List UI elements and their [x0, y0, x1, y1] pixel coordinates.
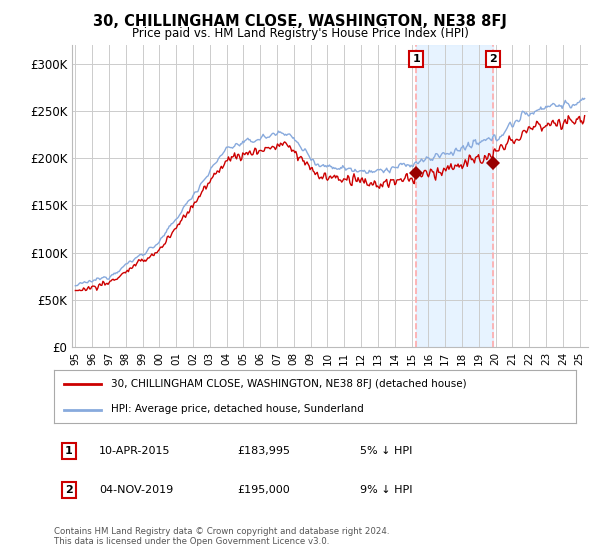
Text: 1: 1 [65, 446, 73, 456]
Text: Contains HM Land Registry data © Crown copyright and database right 2024.
This d: Contains HM Land Registry data © Crown c… [54, 526, 389, 546]
Text: £195,000: £195,000 [237, 485, 290, 495]
Text: 9% ↓ HPI: 9% ↓ HPI [360, 485, 413, 495]
Text: 04-NOV-2019: 04-NOV-2019 [99, 485, 173, 495]
Text: £183,995: £183,995 [237, 446, 290, 456]
Text: 2: 2 [489, 54, 497, 64]
Text: 5% ↓ HPI: 5% ↓ HPI [360, 446, 412, 456]
Text: 10-APR-2015: 10-APR-2015 [99, 446, 170, 456]
Text: 30, CHILLINGHAM CLOSE, WASHINGTON, NE38 8FJ: 30, CHILLINGHAM CLOSE, WASHINGTON, NE38 … [93, 14, 507, 29]
Bar [416, 45, 493, 347]
Text: 30, CHILLINGHAM CLOSE, WASHINGTON, NE38 8FJ (detached house): 30, CHILLINGHAM CLOSE, WASHINGTON, NE38 … [112, 380, 467, 390]
Text: HPI: Average price, detached house, Sunderland: HPI: Average price, detached house, Sund… [112, 404, 364, 414]
Text: 2: 2 [65, 485, 73, 495]
Text: 1: 1 [412, 54, 420, 64]
Text: Price paid vs. HM Land Registry's House Price Index (HPI): Price paid vs. HM Land Registry's House … [131, 27, 469, 40]
